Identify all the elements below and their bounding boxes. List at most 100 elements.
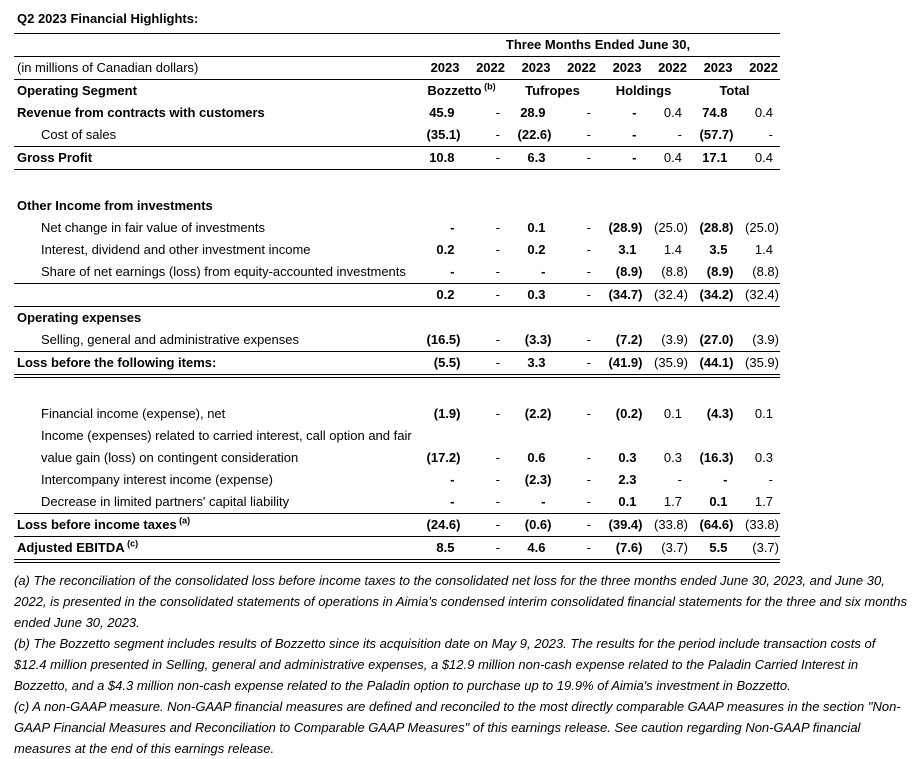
value-cell: - [586,242,591,257]
value-cell: - [586,264,591,279]
table-row: Decrease in limited partners' capital li… [14,491,780,514]
value-cell: (44.1) [699,355,734,370]
year-header: 2023 [521,60,551,75]
value-cell: 0.1 [618,494,637,509]
segment-header: Total [719,83,750,98]
row-label: Share of net earnings (loss) from equity… [41,264,406,279]
table-row: Adjusted EBITDA (c) 8.5 - 4.6 - (7.6) (3.7) 5.5… [14,537,780,563]
value-cell: (27.0) [699,332,734,347]
row-label: Loss before income taxes (a) [17,515,191,532]
row-label: Gross Profit [17,150,93,165]
row-label: Net change in fair value of investments [41,220,266,235]
value-cell: (2.3) [524,472,552,487]
row-label: Financial income (expense), net [41,406,226,421]
row-label: Intercompany interest income (expense) [41,472,273,487]
value-cell: - [495,472,500,487]
footnote-reference: (b) [481,81,496,92]
value-cell: (3.9) [752,332,779,347]
row-label: Selling, general and administrative expe… [41,332,299,347]
value-cell: 0.2 [436,242,455,257]
value-cell: 0.4 [663,105,682,120]
value-cell: 3.1 [618,242,637,257]
value-cell: 17.1 [702,150,728,165]
value-cell: - [677,472,682,487]
value-cell: (34.2) [699,287,734,302]
value-cell: 5.5 [709,540,728,555]
value-cell: - [495,242,500,257]
value-cell: (0.2) [615,406,643,421]
value-cell: 10.8 [429,150,455,165]
value-cell: (24.6) [426,517,461,532]
value-cell: - [495,355,500,370]
table-row: Interest, dividend and other investment … [14,239,780,261]
value-cell: - [768,127,773,142]
value-cell: (8.8) [661,264,688,279]
period-header: Three Months Ended June 30, [505,37,691,52]
value-cell: - [586,517,591,532]
value-cell: - [586,287,591,302]
value-cell: (16.3) [699,450,734,465]
footnote-marker: (b) [14,636,34,651]
value-cell: 0.3 [754,450,773,465]
value-cell: - [677,127,682,142]
value-cell: - [495,220,500,235]
year-header: 2023 [703,60,733,75]
value-cell: - [586,127,591,142]
segment-header: Bozzetto (b) [427,81,496,98]
value-cell: - [495,264,500,279]
footnote-reference: (c) [124,538,139,549]
year-header: 2022 [749,60,778,75]
year-header: 2023 [612,60,642,75]
value-cell: - [495,494,500,509]
value-cell: - [768,472,773,487]
value-cell: - [495,450,500,465]
value-cell: 0.1 [709,494,728,509]
value-cell: 1.4 [754,242,773,257]
value-cell: (32.4) [745,287,779,302]
row-label: Operating expenses [17,310,142,325]
value-cell: 0.4 [754,105,773,120]
footnotes: (a) The reconciliation of the consolidat… [14,570,910,759]
value-cell: (25.0) [745,220,779,235]
table-row: Loss before the following items: (5.5) - 3.… [14,352,780,378]
value-cell: (8.9) [615,264,643,279]
row-label: Income (expenses) related to carried int… [14,425,416,469]
year-header: 2022 [658,60,687,75]
value-cell: (35.1) [426,127,461,142]
value-cell: - [495,105,500,120]
value-cell: 0.1 [663,406,682,421]
table-row: Income (expenses) related to carried int… [14,425,780,469]
value-cell: 3.5 [709,242,728,257]
spacer-row [14,378,780,403]
row-label: Other Income from investments [17,198,213,213]
value-cell: (4.3) [706,406,734,421]
value-cell: - [586,355,591,370]
value-cell: (39.4) [608,517,643,532]
value-cell: - [495,517,500,532]
row-label-line2: value gain (loss) on contingent consider… [41,450,299,465]
value-cell: (17.2) [426,450,461,465]
value-cell: 0.2 [527,242,546,257]
footnote: (a) The reconciliation of the consolidat… [14,573,908,630]
segment-header: Holdings [615,83,672,98]
value-cell: (33.8) [745,517,779,532]
table-row: Financial income (expense), net (1.9) - (2.… [14,403,780,425]
value-cell: - [450,220,455,235]
table-row: Operating expenses [14,307,780,329]
value-cell: - [450,264,455,279]
row-label: Adjusted EBITDA (c) [17,538,139,555]
value-cell: (3.7) [661,540,688,555]
value-cell: 0.6 [527,450,546,465]
footnote-marker: (a) [14,573,34,588]
value-cell: - [586,494,591,509]
row-label: Cost of sales [41,127,117,142]
value-cell: 0.4 [663,150,682,165]
value-cell: (64.6) [699,517,734,532]
value-cell: - [495,406,500,421]
table-body: Revenue from contracts with customers 45.… [14,102,780,563]
value-cell: (3.9) [661,332,688,347]
units-label: (in millions of Canadian dollars) [17,60,199,75]
table-row: Revenue from contracts with customers 45.… [14,102,780,124]
value-cell: - [541,494,546,509]
